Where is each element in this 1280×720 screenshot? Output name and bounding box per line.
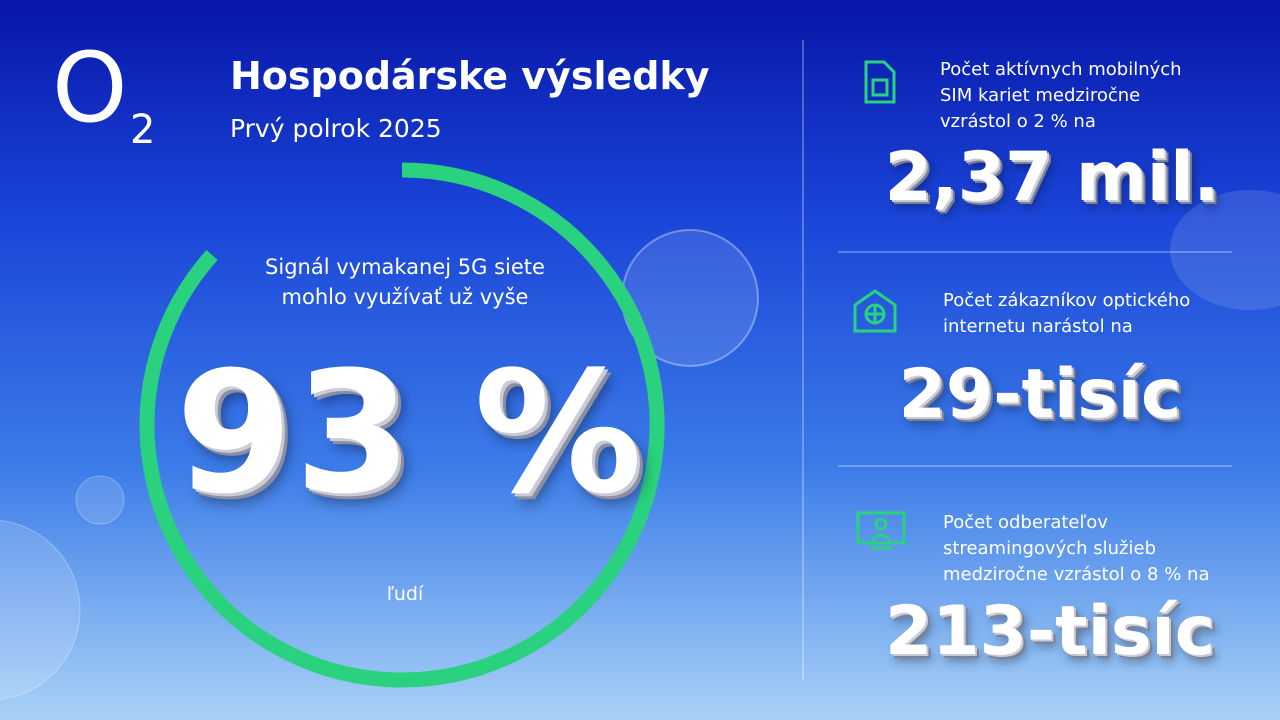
stat-value: 2,37 mil.: [884, 138, 1220, 217]
stat-text: Počet aktívnych mobilných: [940, 59, 1182, 80]
bubble: [75, 475, 125, 525]
bubble: [0, 520, 81, 700]
subtitle: Prvý polrok 2025: [230, 114, 442, 143]
logo-digit: 2: [130, 107, 156, 153]
stat-text: internetu narástol na: [943, 316, 1133, 337]
main-value: 93 %: [175, 335, 645, 531]
house-icon: [853, 289, 897, 333]
bubble: [1170, 190, 1280, 310]
screen-icon: [856, 511, 906, 550]
stat-text: streamingových služieb: [943, 538, 1156, 559]
main-text: Signál vymakanej 5G siete: [265, 255, 545, 279]
logo-letter: O: [52, 32, 128, 144]
stat-text: Počet zákazníkov optického: [943, 290, 1191, 311]
main-unit: ľudí: [386, 583, 424, 605]
ring: [139, 162, 665, 688]
stat-value: 213-tisíc: [884, 592, 1216, 671]
stat-text: Počet odberateľov: [943, 512, 1108, 533]
sim-icon: [864, 60, 896, 104]
stat-text: vzrástol o 2 % na: [940, 111, 1096, 132]
stat-text: SIM kariet medziročne: [940, 85, 1141, 106]
stat-text: medziročne vzrástol o 8 % na: [943, 564, 1210, 585]
main-text: mohlo využívať už vyše: [281, 285, 529, 309]
title: Hospodárske výsledky: [230, 54, 710, 98]
stat-value: 29-tisíc: [898, 355, 1182, 434]
